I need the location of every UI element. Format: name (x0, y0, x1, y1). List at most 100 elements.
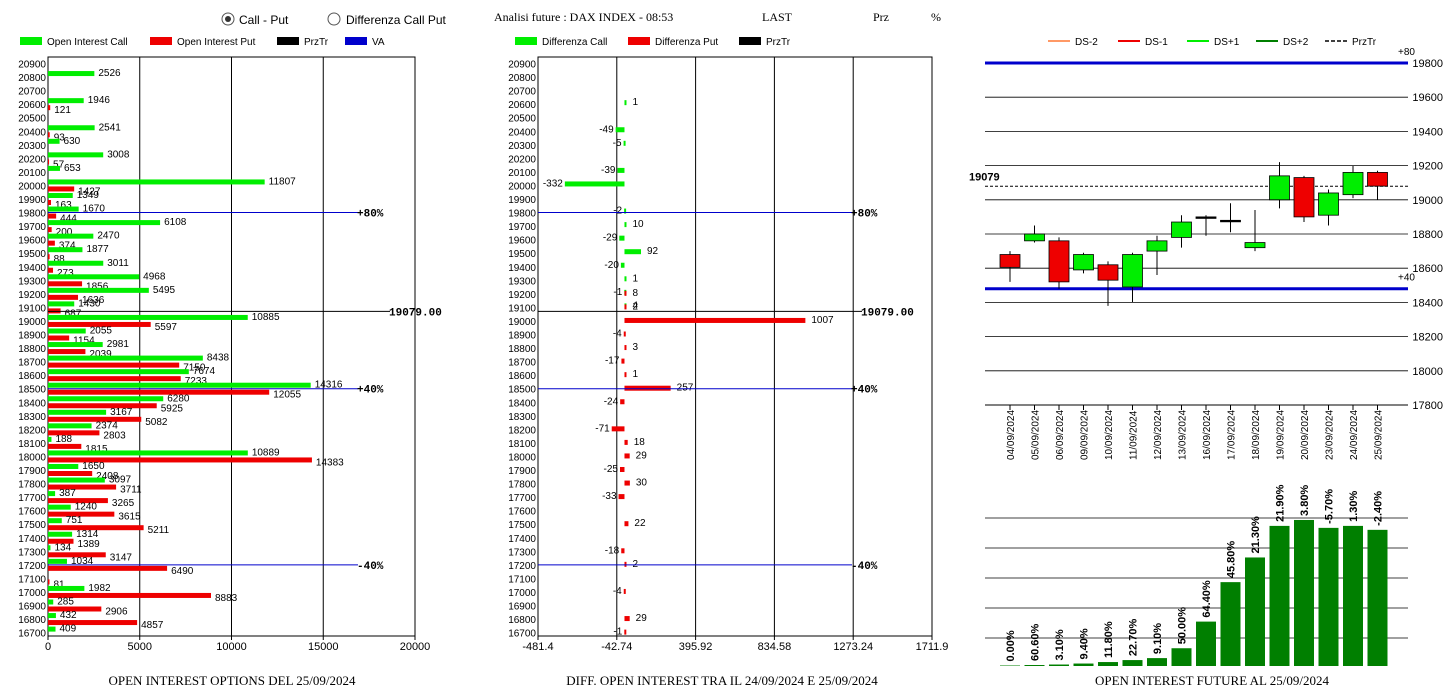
chart2-strike-label: 17700 (508, 493, 536, 504)
candle-date-label: 23/09/2024 (1325, 410, 1336, 460)
diff-put-bar-label: -17 (605, 356, 620, 367)
chart1-strike-label: 19700 (18, 222, 46, 233)
chart1-strike-label: 18200 (18, 425, 46, 436)
put-bar-label: 5211 (148, 525, 170, 536)
chart1-strike-label: 16800 (18, 615, 46, 626)
diff-call-bar-label: -332 (543, 178, 563, 189)
chart3-ytick-label: 19000 (1412, 195, 1443, 207)
call-bar-label: 10885 (252, 312, 280, 323)
diff-put-bar-label: -4 (613, 586, 622, 597)
chart2-strike-label: 18500 (508, 385, 536, 396)
lower-ref-label: +40 (1398, 273, 1415, 284)
diff-call-bar (624, 100, 627, 106)
chart2-strike-label: 18200 (508, 425, 536, 436)
chart1-strike-label: 20900 (18, 60, 46, 71)
chart2-frame (537, 56, 933, 637)
diff-put-bar-label: 1 (632, 369, 638, 380)
call-bar (48, 518, 62, 524)
prz-label: Prz (873, 10, 889, 24)
future-oi-bar-label: -2.40% (1373, 491, 1385, 526)
diff-put-bar (619, 467, 625, 472)
call-bar (48, 220, 161, 226)
put-bar (48, 592, 212, 598)
diff-put-bar (624, 629, 627, 635)
future-oi-bar-label: 3.80% (1299, 485, 1311, 516)
put-bar (48, 484, 117, 490)
chart1-strike-label: 17300 (18, 547, 46, 558)
candle-body (1220, 219, 1241, 223)
future-oi-bar (1245, 557, 1265, 666)
call-bar (48, 328, 86, 334)
chart2-xtick-label: 1711.9 (916, 641, 949, 653)
call-bar (48, 301, 75, 307)
chart2-strike-label: 18600 (508, 371, 536, 382)
radio-call-put-label: Call - Put (239, 13, 289, 27)
candle-body (1342, 172, 1364, 196)
chart1-strike-label: 18100 (18, 439, 46, 450)
put-bar (48, 281, 83, 287)
candle-date-label: 24/09/2024 (1349, 410, 1360, 460)
radio-diff[interactable]: Differenza Call Put (327, 12, 446, 27)
candle-date-label: 18/09/2024 (1251, 410, 1262, 460)
call-bar-label: 653 (64, 163, 81, 174)
future-oi-bar (1147, 658, 1167, 666)
diff-put-bar (624, 521, 629, 527)
call-bar-label: 1946 (88, 95, 111, 106)
put-bar (48, 498, 108, 504)
candle-date-label: 12/09/2024 (1153, 410, 1164, 460)
put-bar (48, 294, 79, 300)
radio-selected-dot (225, 16, 231, 22)
diff-call-bar-label: -49 (599, 124, 614, 135)
call-bar-label: 11807 (269, 176, 297, 187)
diff-call-bar (623, 140, 626, 146)
diff-put-bar (611, 426, 625, 432)
diff-put-bar-label: 18 (634, 437, 646, 448)
diff-put-bar-label: -4 (613, 329, 622, 340)
diff-put-bar-label: -24 (604, 396, 619, 407)
candle-date-label: 04/09/2024 (1006, 410, 1017, 460)
future-oi-bar-label: 22.70% (1128, 619, 1140, 657)
chart1-strike-label: 17600 (18, 507, 46, 518)
call-bar-label: 3011 (107, 258, 129, 269)
chart1-strike-label: 18000 (18, 452, 46, 463)
candle-body (1122, 254, 1143, 288)
put-bar (48, 511, 115, 517)
legend-swatch-va (345, 37, 367, 45)
call-bar-label: 8438 (207, 353, 230, 364)
diff-call-bar-label: 1 (632, 273, 638, 284)
put-bar-label: 1815 (85, 444, 108, 455)
put-bar (48, 565, 168, 571)
diff-call-bar-label: 4 (632, 300, 638, 311)
candle-body (1171, 221, 1192, 238)
chart1-strike-label: 18900 (18, 331, 46, 342)
diff-call-bar-label: 10 (632, 219, 644, 230)
put-bar (48, 362, 180, 368)
candle-body (1024, 233, 1045, 242)
legend-diffput-label: Differenza Put (655, 37, 718, 48)
chart2-strike-label: 20100 (508, 168, 536, 179)
future-oi-bar (1196, 621, 1216, 666)
radio-call-put[interactable]: Call - Put (221, 12, 289, 27)
put-bar-label: 200 (56, 227, 73, 238)
chart2-strike-label: 20700 (508, 87, 536, 98)
candle-body (1146, 240, 1168, 252)
call-bar (48, 626, 56, 632)
call-bar-label: 630 (64, 136, 81, 147)
chart1-xtick-label: 0 (45, 641, 51, 653)
diff-put-bar (624, 345, 627, 351)
chart1-strike-label: 19600 (18, 236, 46, 247)
chart1-strike-label: 20300 (18, 141, 46, 152)
chart1-strike-label: 18300 (18, 412, 46, 423)
chart2-strike-label: 16700 (508, 629, 536, 640)
chart2-strike-label: 18700 (508, 358, 536, 369)
put-bar-label: 121 (54, 105, 71, 116)
diff-call-bar (619, 235, 625, 241)
chart1-strike-label: 18600 (18, 371, 46, 382)
call-bar-label: 2541 (99, 122, 122, 133)
put-bar (48, 267, 54, 273)
upper-ref-label: +80 (1398, 47, 1415, 58)
diff-call-bar (624, 208, 627, 214)
call-bar-label: 5495 (153, 285, 176, 296)
call-bar (48, 531, 73, 537)
call-bar-label: 409 (60, 624, 77, 635)
